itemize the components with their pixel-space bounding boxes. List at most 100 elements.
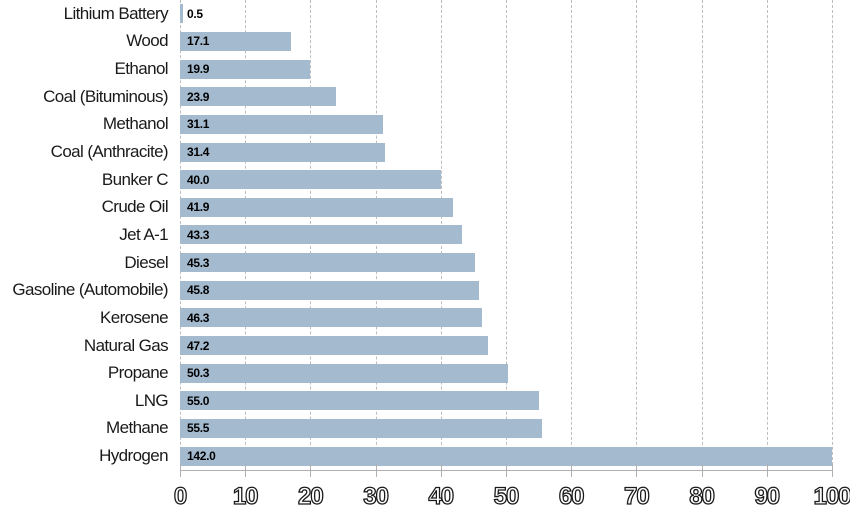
category-label: Natural Gas [83,335,169,355]
bar-track: 43.3 [180,225,832,245]
tick-label: 50 [493,482,520,510]
bar [180,4,184,24]
chart-row: Ethanol 19.9 [0,55,832,83]
bar [180,142,385,162]
tick-mark [766,464,768,477]
tick-mark [310,464,312,477]
gridline [571,0,573,470]
gridline [766,0,768,470]
tick-mark [636,464,638,477]
category-label: Hydrogen [99,446,169,466]
bar-value-label: 55.5 [187,421,210,436]
chart-row: Gasoline (Automobile) 45.8 [0,276,832,304]
chart-row: Natural Gas 47.2 [0,332,832,360]
chart-row: LNG 55.0 [0,387,832,415]
tick-mark [701,464,703,477]
bar [180,280,479,300]
category-label: Lithium Battery [63,3,169,23]
category-label: Gasoline (Automobile) [12,280,168,300]
bar-value-label: 55.0 [187,393,210,408]
bar-track: 17.1 [180,31,832,51]
bar-value-label: 45.3 [187,255,210,270]
tick-label: 0 [173,482,188,510]
bar-value-label: 45.8 [187,283,210,298]
chart-row: Kerosene 46.3 [0,304,832,332]
bar-track: 45.3 [180,253,832,273]
bar-value-label: 43.3 [187,227,210,242]
bar-track: 55.0 [180,391,832,411]
bar [180,197,454,217]
category-label: Crude Oil [101,197,169,217]
bar-track: 31.1 [180,114,832,134]
bar [180,59,310,79]
bar-track: 0.5 [180,4,832,24]
category-label: Ethanol [114,59,169,79]
bar [180,363,508,383]
category-label: Methanol [102,114,169,134]
tick-label: 70 [623,482,650,510]
tick-mark [571,464,573,477]
bar-rows: Lithium Battery 0.5 Wood 17.1 Ethanol 19.9 Coa… [0,0,832,470]
bar-value-label: 46.3 [187,310,210,325]
bar-value-label: 40.0 [187,172,210,187]
tick-label: 80 [689,482,716,510]
category-label: Coal (Bituminous) [43,86,169,106]
tick-mark [245,464,247,477]
bar [180,418,542,438]
bar-value-label: 23.9 [187,89,210,104]
bar-track: 41.9 [180,197,832,217]
bar-value-label: 142.0 [187,449,216,464]
bar-value-label: 31.4 [187,145,210,160]
tick-mark [506,464,507,477]
tick-label: 60 [558,482,585,510]
chart-row: Bunker C 40.0 [0,166,832,194]
category-label: Propane [107,363,169,383]
tick-mark [440,464,442,477]
tick-label: 20 [297,482,324,510]
bar [180,87,336,107]
bar-value-label: 47.2 [187,338,210,353]
gridline [701,0,703,470]
tick-mark [832,464,833,477]
bar-value-label: 50.3 [187,366,210,381]
tick-label: 10 [232,482,259,510]
chart-row: Methanol 31.1 [0,111,832,139]
chart-row: Hydrogen 142.0 [0,442,832,470]
category-label: Jet A-1 [119,224,168,244]
chart-row: Crude Oil 41.9 [0,193,832,221]
tick-label: 100 [813,482,850,510]
category-label: Kerosene [100,307,169,327]
category-label: Coal (Anthracite) [50,142,169,162]
bar-value-label: 19.9 [187,62,210,77]
chart-row: Lithium Battery 0.5 [0,0,832,28]
tick-mark [375,464,377,477]
chart-row: Methane 55.5 [0,415,832,443]
bar [180,114,383,134]
category-label: Bunker C [101,169,169,189]
bar-track: 55.5 [180,418,832,438]
bar [180,170,441,190]
category-label: LNG [134,390,169,410]
category-label: Wood [126,31,168,51]
tick-mark [180,464,181,477]
bar-track: 19.9 [180,59,832,79]
bar-track: 40.0 [180,170,832,190]
category-label: Methane [106,418,169,438]
bar-track: 50.3 [180,363,832,383]
gridline [506,0,507,470]
tick-label: 90 [754,482,781,510]
bar [180,308,482,328]
tick-label: 30 [363,482,390,510]
chart-row: Diesel 45.3 [0,249,832,277]
bar-value-label: 41.9 [187,200,210,215]
gridline [636,0,638,470]
x-axis-ticks [180,0,833,518]
chart-row: Wood 17.1 [0,28,832,56]
chart-row: Coal (Anthracite) 31.4 [0,138,832,166]
bar [180,225,463,245]
category-label: Diesel [124,252,168,272]
bar [180,446,832,466]
tick-label: 40 [428,482,455,510]
bar-value-label: 17.1 [187,34,210,49]
bar-track: 45.8 [180,280,832,300]
